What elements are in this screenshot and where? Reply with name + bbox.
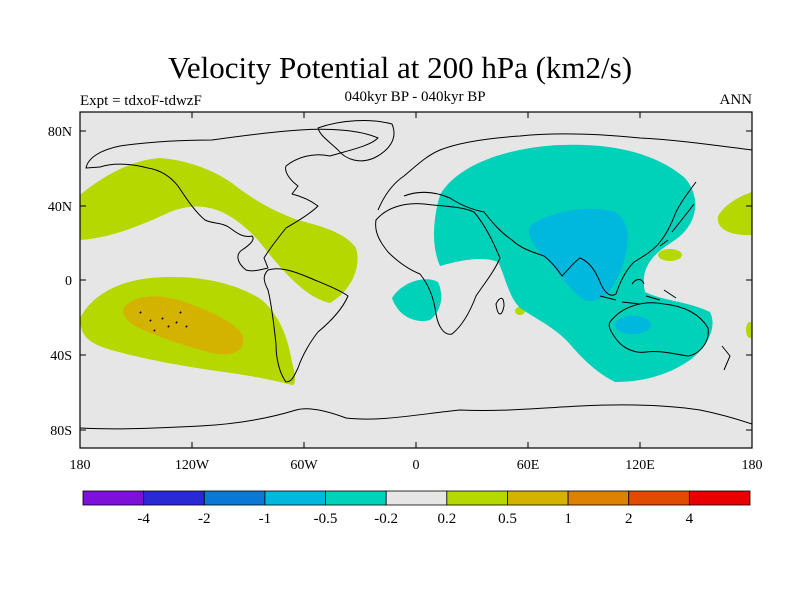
colorbar-swatch-5	[385, 490, 448, 506]
colorbar-swatch-10	[688, 490, 751, 506]
colorbar-label-2: -1	[259, 511, 272, 527]
positive-core-south-pacific	[123, 296, 244, 355]
positive-region-west-pacific	[717, 192, 752, 236]
lat-label-eq: 0	[65, 274, 72, 289]
lon-label-0: 0	[413, 458, 420, 473]
colorbar-swatch-7	[507, 490, 569, 506]
lat-label-80n: 80N	[48, 125, 72, 140]
colorbar-label-1: -2	[198, 511, 211, 527]
colorbar-label-4: -0.2	[374, 511, 398, 527]
africa-coast	[375, 203, 501, 335]
colorbar-swatch-4	[325, 490, 387, 506]
north-america-coast	[85, 128, 379, 272]
colorbar-swatch-1	[143, 490, 205, 506]
negative-region-south-atlantic	[392, 279, 442, 322]
lat-ticks	[80, 130, 752, 431]
colorbar-swatch-9	[628, 490, 690, 506]
lon-label-60e: 60E	[517, 458, 540, 473]
lat-label-40s: 40S	[50, 349, 72, 364]
japan-coast	[659, 203, 695, 247]
positive-patch-tasman	[746, 322, 752, 338]
lat-labels: 80N 40N 0 40S 80S	[48, 125, 72, 439]
pacific-islands	[139, 311, 188, 332]
lon-labels: 180 120W 60W 0 60E 120E 180	[70, 458, 763, 473]
positive-region-north-pacific	[80, 158, 358, 303]
lon-label-120w: 120W	[175, 458, 210, 473]
greenland-coast	[317, 120, 395, 162]
lon-ticks	[191, 112, 641, 448]
colorbar-swatch-6	[446, 490, 508, 506]
lon-label-120e: 120E	[625, 458, 655, 473]
colorbar-label-7: 1	[564, 511, 572, 527]
colorbar-label-5: 0.2	[437, 511, 456, 527]
indonesia-islands	[599, 279, 677, 305]
antarctica-coast	[80, 404, 752, 430]
colorbar: -4 -2 -1 -0.5 -0.2 0.2 0.5 1 2 4	[82, 490, 751, 527]
australia-coast	[608, 302, 709, 357]
colorbar-swatch-2	[203, 490, 266, 506]
new-zealand-coast	[721, 345, 731, 371]
colorbar-label-0: -4	[137, 511, 150, 527]
europe-asia-coast	[377, 133, 752, 296]
lon-label-180e: 180	[742, 458, 763, 473]
lat-label-40n: 40N	[48, 200, 72, 215]
experiment-label: Expt = tdxoF-tdwzF	[80, 93, 202, 109]
madagascar-coast	[495, 297, 505, 315]
positive-patch-pacific	[658, 249, 682, 261]
colorbar-label-3: -0.5	[314, 511, 338, 527]
colorbar-label-9: 4	[686, 511, 694, 527]
coastlines	[80, 120, 752, 430]
colorbar-swatch-0	[82, 490, 145, 506]
colorbar-swatch-3	[264, 490, 326, 506]
plot-subtitle: 040kyr BP - 040kyr BP	[344, 89, 486, 105]
lat-label-80s: 80S	[50, 424, 72, 439]
season-label: ANN	[719, 92, 753, 108]
lon-label-180w: 180	[70, 458, 91, 473]
colorbar-label-8: 2	[625, 511, 633, 527]
colorbar-label-6: 0.5	[498, 511, 517, 527]
negative-core-australia	[615, 316, 651, 334]
colorbar-swatch-8	[567, 490, 630, 506]
plot-title: Velocity Potential at 200 hPa (km2/s)	[167, 50, 633, 85]
south-america-coast	[263, 268, 349, 383]
negative-core-south-asia	[529, 208, 628, 302]
contour-fields	[80, 144, 752, 385]
lon-label-60w: 60W	[290, 458, 318, 473]
